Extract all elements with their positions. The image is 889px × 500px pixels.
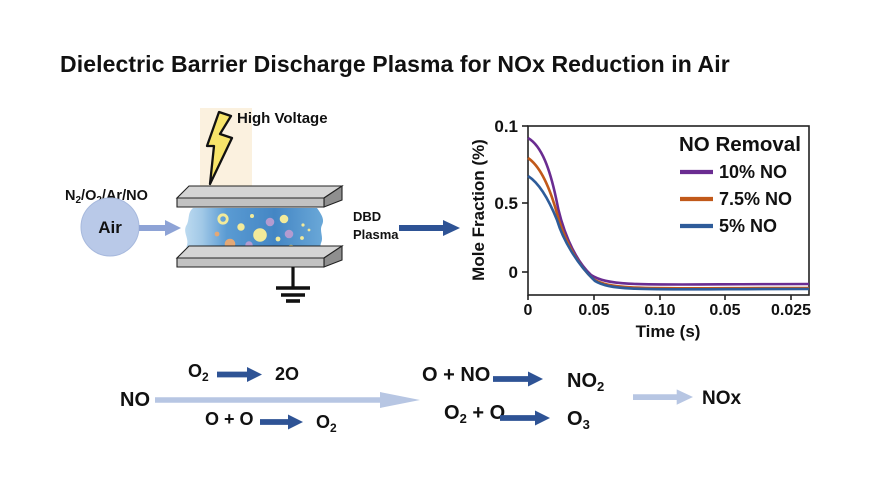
svg-text:O + O: O + O [205, 409, 254, 429]
svg-text:O3: O3 [567, 408, 590, 432]
svg-text:NO2: NO2 [567, 370, 604, 394]
svg-text:O + NO: O + NO [422, 364, 490, 386]
svg-text:NO: NO [120, 389, 150, 411]
svg-text:O2: O2 [188, 361, 209, 384]
svg-text:NOx: NOx [702, 388, 742, 409]
svg-text:O2: O2 [316, 412, 337, 435]
svg-text:O2 + O: O2 + O [444, 402, 505, 426]
svg-text:2O: 2O [275, 364, 299, 384]
